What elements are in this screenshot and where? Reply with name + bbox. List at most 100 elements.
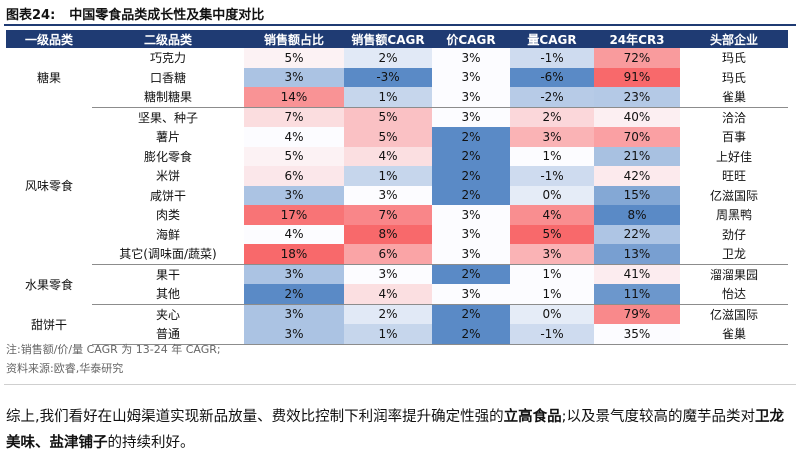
sales-cagr-cell: 2%	[344, 48, 432, 68]
title-rule	[4, 24, 796, 26]
col-header-sales-cagr: 销售额CAGR	[344, 30, 432, 48]
sales-share-cell: 3%	[244, 324, 344, 345]
leader-cell: 旺旺	[721, 169, 746, 184]
table-header-row: 一级品类 二级品类 销售额占比 销售额CAGR 价CAGR 量CAGR 24年C…	[6, 30, 788, 48]
price-cagr-cell: 2%	[432, 324, 510, 345]
volume-cagr-cell: -6%	[510, 67, 594, 87]
table-row: 糖制糖果 14% 1% 3% -2% 23% 雀巢	[6, 87, 788, 108]
volume-cagr-cell: -1%	[510, 166, 594, 186]
cr3-cell: 21%	[594, 146, 680, 166]
cr3-cell: 41%	[594, 264, 680, 284]
cr3-cell: 35%	[594, 324, 680, 345]
col-header-sales-share: 销售额占比	[244, 30, 344, 48]
sales-cagr-cell: 2%	[344, 304, 432, 324]
volume-cagr-cell: 3%	[510, 127, 594, 147]
table-body: 糖果 巧克力 5% 2% 3% -1% 72% 玛氏 口香糖 3% -3% 3% -6% 91% 玛氏 糖制糖…	[6, 48, 788, 345]
table-row: 普通 3% 1% 2% -1% 35% 雀巢	[6, 324, 788, 345]
leader-cell: 溜溜果园	[709, 267, 758, 282]
table-row: 肉类 17% 7% 3% 4% 8% 周黑鸭	[6, 205, 788, 225]
table-row: 咸饼干 3% 3% 2% 0% 15% 亿滋国际	[6, 185, 788, 205]
sales-share-cell: 4%	[244, 224, 344, 244]
notes: 注:销售额/价/量 CAGR 为 13-24 年 CAGR; 资料来源:欧睿,华…	[6, 340, 221, 378]
sales-share-cell: 3%	[244, 264, 344, 284]
category-cell: 水果零食	[24, 277, 73, 292]
table-row: 甜饼干 夹心 3% 2% 2% 0% 79% 亿滋国际	[6, 304, 788, 332]
cr3-cell: 79%	[594, 304, 680, 324]
volume-cagr-cell: 2%	[510, 107, 594, 127]
col-header-category: 一级品类	[6, 30, 92, 48]
price-cagr-cell: 2%	[432, 166, 510, 186]
subcategory-cell: 坚果、种子	[137, 110, 198, 125]
table-row: 海鲜 4% 8% 3% 5% 22% 劲仔	[6, 224, 788, 244]
price-cagr-cell: 3%	[432, 224, 510, 244]
subcategory-cell: 咸饼干	[149, 188, 186, 203]
subcategory-cell: 夹心	[155, 307, 180, 322]
sales-cagr-cell: 1%	[344, 166, 432, 186]
sales-cagr-cell: 3%	[344, 185, 432, 205]
subcategory-cell: 肉类	[155, 208, 180, 223]
price-cagr-cell: 3%	[432, 48, 510, 68]
table-row: 其它(调味面/蔬菜) 18% 6% 3% 3% 13% 卫龙	[6, 244, 788, 265]
col-header-cr3: 24年CR3	[594, 30, 680, 48]
table-row: 膨化零食 5% 4% 2% 1% 21% 上好佳	[6, 146, 788, 166]
sales-share-cell: 14%	[244, 87, 344, 108]
col-header-volume-cagr: 量CAGR	[510, 30, 594, 48]
cr3-cell: 91%	[594, 67, 680, 87]
sales-cagr-cell: 5%	[344, 127, 432, 147]
subcategory-cell: 其他	[92, 284, 244, 305]
category-cell: 甜饼干	[30, 317, 67, 332]
conclusion-text-1: 综上,我们看好在山姆渠道实现新品放量、费效比控制下利润率提升确定性强的	[6, 409, 504, 425]
volume-cagr-cell: -2%	[510, 87, 594, 108]
conclusion-highlight-1: 立高食品	[503, 409, 562, 425]
cr3-cell: 40%	[594, 107, 680, 127]
sales-cagr-cell: -3%	[344, 67, 432, 87]
cr3-cell: 42%	[594, 166, 680, 186]
price-cagr-cell: 2%	[432, 185, 510, 205]
price-cagr-cell: 3%	[432, 87, 510, 108]
col-header-leader: 头部企业	[680, 30, 788, 48]
category-cell: 糖果	[36, 71, 61, 85]
price-cagr-cell: 3%	[432, 107, 510, 127]
subcategory-cell: 海鲜	[155, 227, 180, 242]
category-cell: 风味零食	[24, 179, 73, 193]
source-text: 资料来源:欧睿,华泰研究	[6, 362, 124, 375]
sales-share-cell: 3%	[244, 67, 344, 87]
price-cagr-cell: 2%	[432, 304, 510, 324]
volume-cagr-cell: 1%	[510, 264, 594, 284]
leader-cell: 玛氏	[721, 70, 746, 85]
table-row: 薯片 4% 5% 2% 3% 70% 百事	[6, 127, 788, 147]
leader-cell: 劲仔	[721, 227, 746, 242]
sales-share-cell: 3%	[244, 185, 344, 205]
price-cagr-cell: 3%	[432, 284, 510, 305]
sales-cagr-cell: 7%	[344, 205, 432, 225]
leader-cell: 怡达	[680, 284, 788, 305]
sales-cagr-cell: 4%	[344, 146, 432, 166]
leader-cell: 上好佳	[715, 149, 752, 164]
sales-share-cell: 5%	[244, 48, 344, 68]
volume-cagr-cell: 0%	[510, 185, 594, 205]
sales-cagr-cell: 6%	[344, 244, 432, 265]
sales-share-cell: 6%	[244, 166, 344, 186]
subcategory-cell: 薯片	[155, 130, 180, 145]
sales-cagr-cell: 8%	[344, 224, 432, 244]
table-row: 水果零食 果干 3% 3% 2% 1% 41% 溜溜果园	[6, 264, 788, 292]
cr3-cell: 13%	[594, 244, 680, 265]
price-cagr-cell: 2%	[432, 264, 510, 284]
leader-cell: 洽洽	[721, 110, 746, 125]
sales-share-cell: 3%	[244, 304, 344, 324]
sales-share-cell: 4%	[244, 127, 344, 147]
cr3-cell: 70%	[594, 127, 680, 147]
subcategory-cell: 口香糖	[149, 70, 186, 85]
sales-cagr-cell: 1%	[344, 324, 432, 345]
subcategory-cell: 巧克力	[149, 51, 186, 66]
volume-cagr-cell: 1%	[510, 284, 594, 305]
sales-share-cell: 17%	[244, 205, 344, 225]
leader-cell: 玛氏	[721, 51, 746, 66]
sales-share-cell: 18%	[244, 244, 344, 265]
leader-cell: 雀巢	[680, 324, 788, 345]
table-row: 糖果 巧克力 5% 2% 3% -1% 72% 玛氏	[6, 48, 788, 85]
volume-cagr-cell: 4%	[510, 205, 594, 225]
sales-share-cell: 2%	[244, 284, 344, 305]
cr3-cell: 8%	[594, 205, 680, 225]
table-row: 其他 2% 4% 3% 1% 11% 怡达	[6, 284, 788, 305]
